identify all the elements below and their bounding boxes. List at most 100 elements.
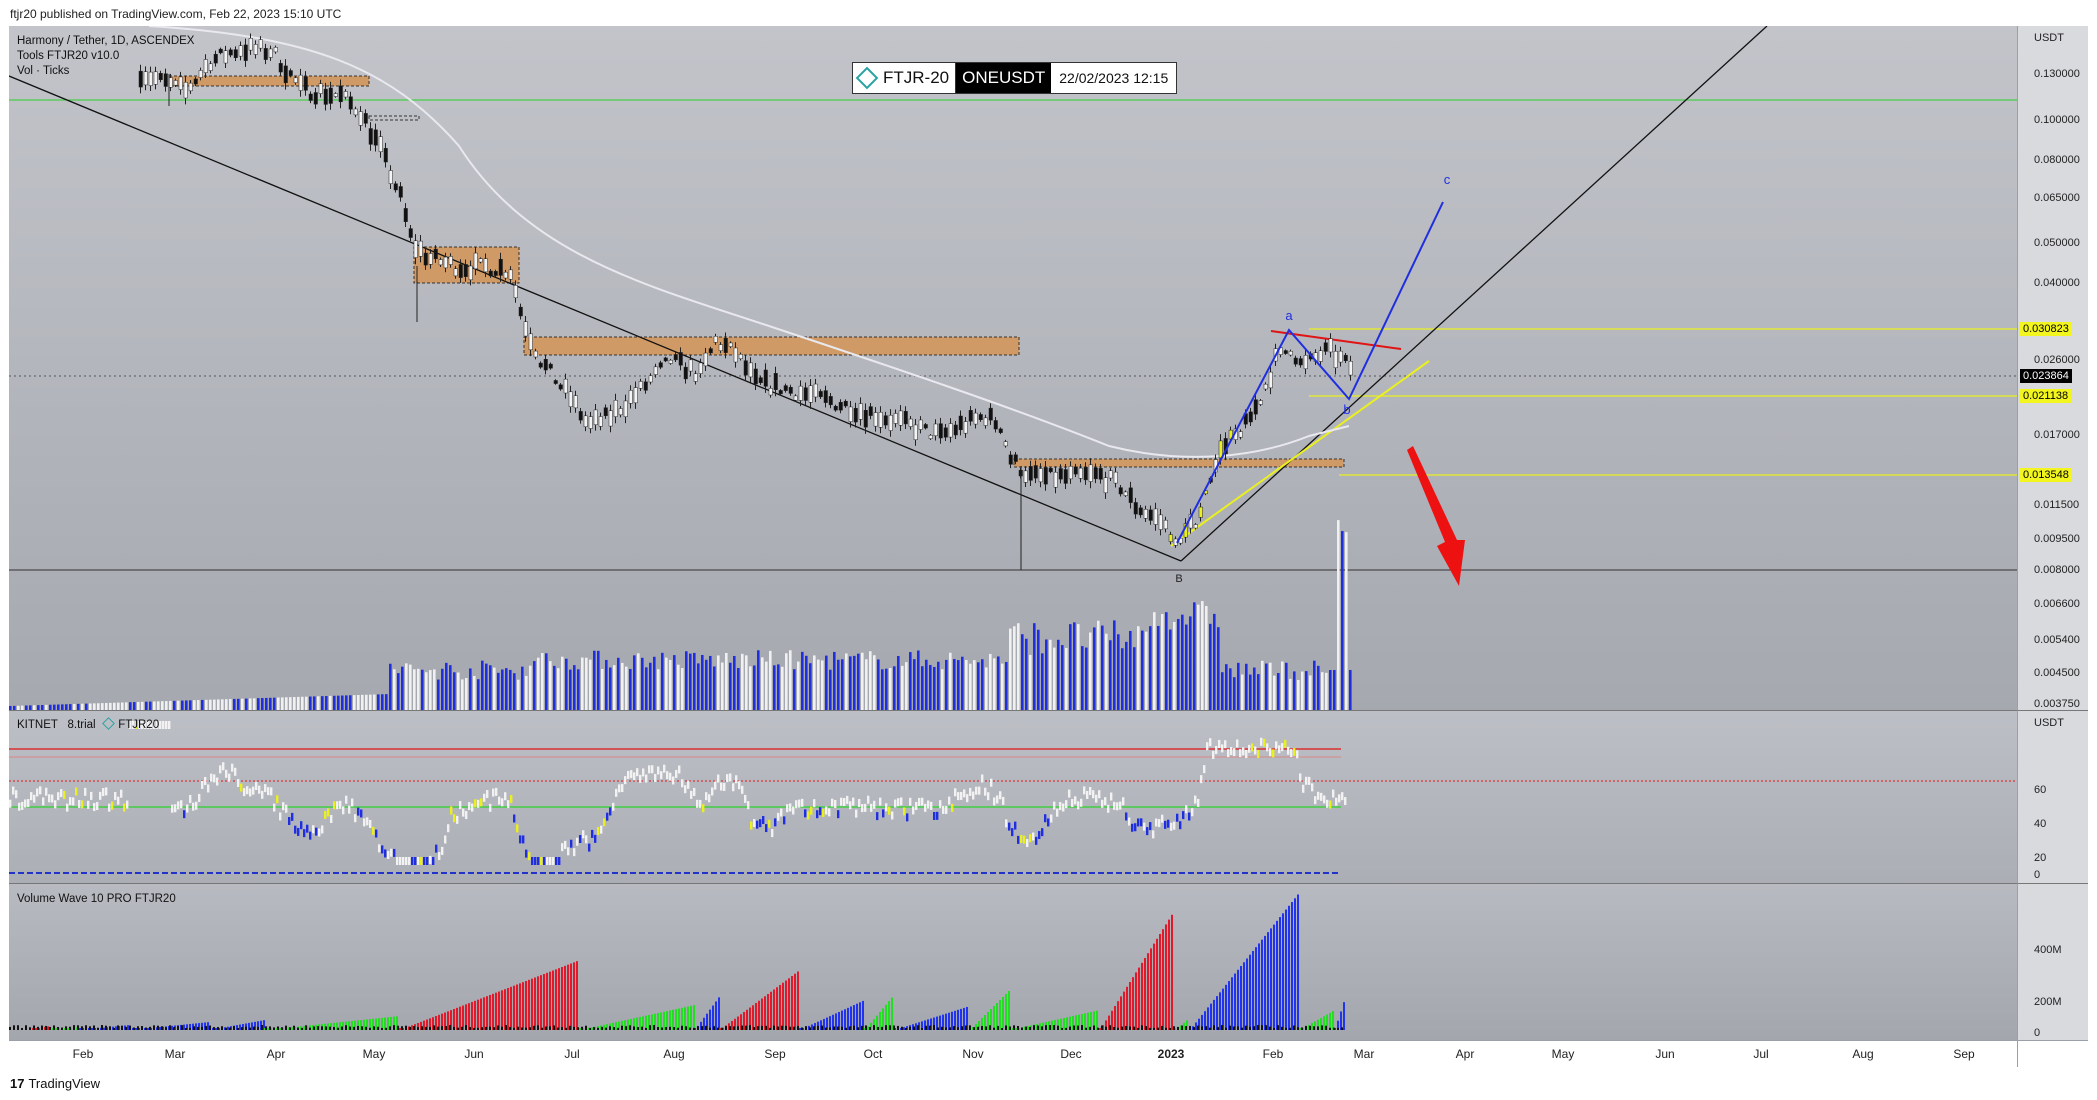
volume-wave-base-bar (1189, 1025, 1191, 1030)
volume-wave-bar (447, 1011, 449, 1030)
osc-mark (573, 848, 576, 857)
volume-wave-axis[interactable]: 400M 200M 0 (2017, 883, 2088, 1041)
osc-mark (336, 801, 339, 810)
volume-wave-bar (477, 999, 479, 1030)
volume-wave-base-bar (1009, 1026, 1011, 1030)
volume-wave-bar (981, 1018, 983, 1030)
volume-bar (389, 663, 392, 710)
candle-body (1113, 471, 1118, 484)
candle-body (283, 65, 288, 84)
osc-mark (564, 840, 567, 849)
volume-wave-bar (492, 993, 494, 1030)
volume-bar (377, 694, 380, 710)
candle-body (238, 45, 243, 57)
volume-wave-base-bar (433, 1025, 435, 1030)
osc-mark (1155, 818, 1158, 827)
volume-wave-bar (267, 1028, 269, 1030)
volume-wave-base-bar (1257, 1025, 1259, 1030)
volume-bar (597, 650, 600, 710)
tick-000375: 0.003750 (2034, 698, 2080, 710)
osc-mark (873, 800, 876, 809)
volume-bar (1221, 672, 1224, 710)
osc-mark (996, 795, 999, 804)
osc-mark (888, 806, 891, 815)
osc-mark (555, 857, 558, 865)
volume-bar (329, 695, 332, 710)
bottom-label: B (1175, 573, 1182, 585)
volume-wave-bar (1168, 919, 1170, 1030)
volume-wave-base-bar (1117, 1027, 1119, 1030)
volume-wave-bar (782, 982, 784, 1030)
candle-body (993, 420, 998, 430)
osc-mark (1269, 748, 1272, 757)
candle-body (143, 71, 148, 86)
volume-bar (309, 696, 312, 710)
volume-wave-base-bar (1249, 1026, 1251, 1030)
volume-wave-bar (1087, 1012, 1089, 1030)
volume-wave-base-bar (369, 1027, 371, 1030)
volume-wave-bar (1299, 1028, 1301, 1030)
volume-wave-base-bar (253, 1026, 255, 1030)
volume-wave-bar (978, 1021, 980, 1030)
volume-wave-bar (761, 998, 763, 1030)
volume-wave-base-bar (609, 1026, 611, 1030)
volume-bar (1053, 647, 1056, 710)
volume-wave-bar (489, 995, 491, 1030)
volume-wave-bar (215, 1028, 217, 1030)
osc-mark (222, 762, 225, 771)
osc-mark (765, 824, 768, 833)
osc-mark (378, 844, 381, 853)
volume-bar (1293, 671, 1296, 710)
volume-wave-base-bar (953, 1026, 955, 1030)
volume-bar (781, 666, 784, 710)
volume-wave-bar (1093, 1011, 1095, 1030)
volume-bar (917, 650, 920, 710)
volume-bar (1305, 671, 1308, 710)
osc-diamond-icon (102, 717, 115, 730)
volume-bar (1173, 622, 1176, 710)
time-axis[interactable]: Feb Mar Apr May Jun Jul Aug Sep Oct Nov … (9, 1040, 2017, 1067)
candle-body (488, 270, 493, 277)
volume-bar (1057, 639, 1060, 710)
volume-wave-pane[interactable]: Volume Wave 10 PRO FTJR20 (9, 883, 2017, 1041)
osc-mark (489, 803, 492, 812)
volume-wave-base-bar (101, 1025, 103, 1030)
volume-wave-bar (1246, 958, 1248, 1030)
osc-mark (174, 804, 177, 813)
oscillator-axis[interactable]: USDT 60 40 20 0 (2017, 710, 2088, 884)
volume-wave-bar (186, 1024, 188, 1030)
candle-body (753, 368, 758, 385)
volume-bar (101, 703, 104, 710)
volume-wave-base-bar (589, 1027, 591, 1030)
volume-wave-base-bar (661, 1027, 663, 1030)
vw-tick-200m: 200M (2034, 996, 2062, 1008)
candle-body (833, 405, 838, 411)
volume-wave-base-bar (149, 1026, 151, 1030)
volume-wave-base-bar (1153, 1027, 1155, 1030)
volume-bar (437, 679, 440, 710)
osc-mark (342, 806, 345, 815)
volume-bar (765, 661, 768, 710)
osc-mark (957, 792, 960, 801)
volume-wave-base-bar (21, 1027, 23, 1030)
price-axis[interactable]: USDT 0.130000 0.100000 0.080000 0.065000… (2017, 26, 2088, 718)
volume-bar (229, 699, 232, 710)
volume-wave-base-bar (689, 1027, 691, 1030)
candle-body (848, 406, 853, 422)
volume-bar (725, 652, 728, 710)
oscillator-pane[interactable]: KITNET 8.trial FTJR20 (9, 710, 2017, 884)
volume-wave-base-bar (205, 1026, 207, 1030)
volume-wave-bar (1084, 1013, 1086, 1030)
volume-wave-base-bar (165, 1027, 167, 1030)
candle-body (958, 415, 963, 431)
volume-wave-bar (55, 1028, 57, 1030)
moving-average-line (148, 26, 1350, 458)
volume-bar (817, 659, 820, 710)
osc-mark (1110, 792, 1113, 801)
volume-wave-base-bar (45, 1025, 47, 1030)
osc-mark (486, 790, 489, 799)
volume-wave-base-bar (593, 1027, 595, 1030)
osc-mark (999, 791, 1002, 800)
osc-mark (357, 807, 360, 816)
